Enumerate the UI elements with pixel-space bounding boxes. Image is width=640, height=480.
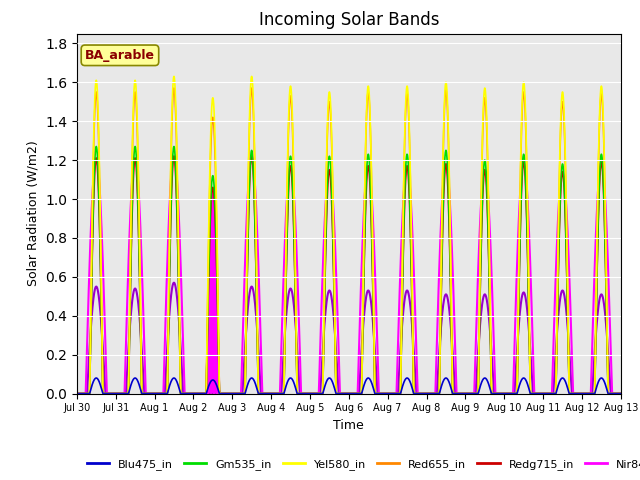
Gm535_in — [445, 194, 452, 200]
Nir945_in — [73, 391, 81, 396]
Line: Redg715_in: Redg715_in — [77, 156, 640, 394]
Line: Blu475_in: Blu475_in — [77, 378, 640, 394]
Redg715_in — [73, 391, 81, 396]
Blu475_in — [202, 391, 210, 396]
Nir840_in — [589, 308, 597, 314]
Gm535_in — [73, 391, 81, 396]
Nir840_in — [170, 153, 178, 159]
Line: Red655_in: Red655_in — [77, 88, 640, 394]
Red655_in — [559, 99, 566, 105]
Red655_in — [202, 391, 210, 396]
Red655_in — [73, 391, 81, 396]
Gm535_in — [559, 161, 566, 167]
Blu475_in — [559, 375, 566, 381]
Nir945_in — [559, 288, 566, 293]
Red655_in — [412, 391, 419, 396]
Red655_in — [170, 85, 178, 91]
Red655_in — [605, 391, 613, 396]
Yel580_in — [605, 391, 613, 396]
Yel580_in — [412, 391, 419, 396]
Redg715_in — [445, 205, 452, 211]
Redg715_in — [412, 391, 419, 396]
Redg715_in — [559, 169, 566, 175]
Blu475_in — [445, 378, 452, 384]
Blu475_in — [605, 391, 613, 396]
Nir840_in — [445, 179, 452, 184]
Y-axis label: Solar Radiation (W/m2): Solar Radiation (W/m2) — [26, 141, 40, 287]
Redg715_in — [589, 391, 597, 396]
Text: BA_arable: BA_arable — [85, 49, 155, 62]
Yel580_in — [559, 90, 566, 96]
Legend: Nir945_in: Nir945_in — [83, 476, 175, 480]
Gm535_in — [605, 391, 613, 396]
Gm535_in — [202, 391, 210, 396]
Yel580_in — [170, 73, 178, 79]
Line: Nir945_in: Nir945_in — [77, 283, 640, 394]
Nir945_in — [605, 369, 613, 374]
Blu475_in — [73, 391, 81, 396]
Blu475_in — [589, 391, 597, 396]
Blu475_in — [412, 391, 419, 396]
Gm535_in — [92, 144, 100, 149]
Gm535_in — [589, 391, 597, 396]
Gm535_in — [412, 391, 419, 396]
Yel580_in — [445, 139, 452, 144]
Yel580_in — [73, 391, 81, 396]
Nir945_in — [589, 372, 597, 378]
Line: Gm535_in: Gm535_in — [77, 146, 640, 394]
Red655_in — [589, 391, 597, 396]
Blu475_in — [92, 375, 100, 381]
Redg715_in — [202, 391, 210, 396]
Nir840_in — [73, 391, 81, 396]
Title: Incoming Solar Bands: Incoming Solar Bands — [259, 11, 439, 29]
Yel580_in — [589, 391, 597, 396]
Redg715_in — [605, 391, 613, 396]
Redg715_in — [170, 153, 178, 159]
Nir945_in — [412, 372, 419, 378]
Nir945_in — [445, 301, 452, 307]
Nir840_in — [605, 302, 613, 308]
Nir945_in — [170, 280, 178, 286]
Nir840_in — [412, 311, 419, 317]
Nir840_in — [559, 169, 566, 175]
Red655_in — [445, 145, 452, 151]
Line: Nir840_in: Nir840_in — [77, 156, 640, 394]
Yel580_in — [202, 391, 210, 396]
Nir840_in — [202, 391, 210, 396]
Nir945_in — [202, 391, 210, 396]
X-axis label: Time: Time — [333, 419, 364, 432]
Line: Yel580_in: Yel580_in — [77, 76, 640, 394]
